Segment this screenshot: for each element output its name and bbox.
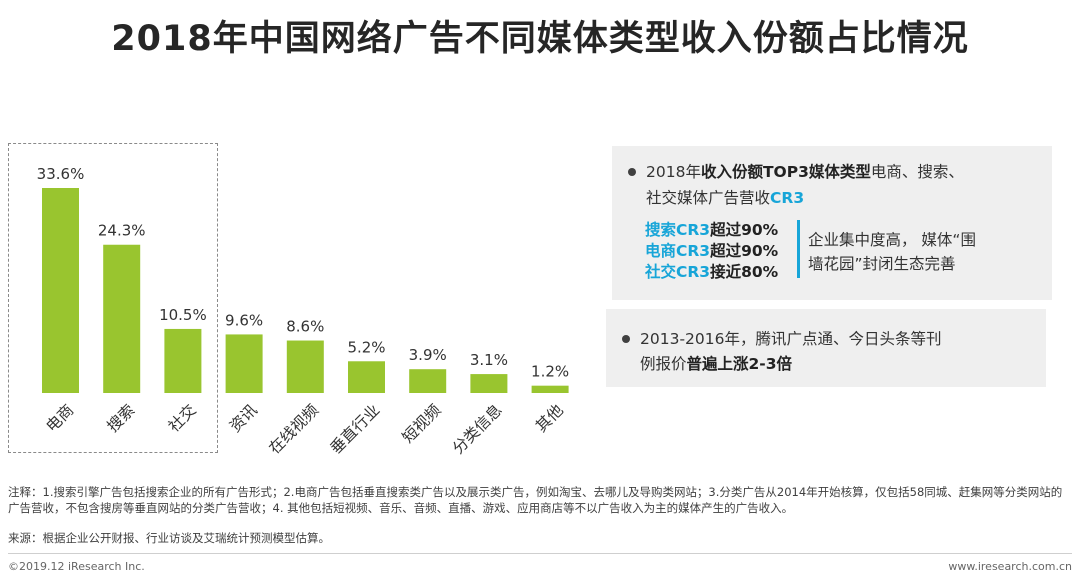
cr-label: 搜索CR3 <box>645 221 711 239</box>
bar-1 <box>103 244 141 393</box>
copyright: ©2019.12 iResearch Inc. <box>8 560 145 573</box>
website: www.iresearch.com.cn <box>948 560 1072 573</box>
category-label-3: 资讯 <box>226 401 261 436</box>
category-label-5: 垂直行业 <box>327 401 384 458</box>
panel2-line2-prefix: 例报价 <box>640 355 687 373</box>
value-label-4: 8.6% <box>286 318 324 336</box>
category-label-1: 搜索 <box>104 401 139 436</box>
panel2-line1-text: 2013-2016年，腾讯广点通、今日头条等刊 <box>640 330 942 348</box>
value-label-7: 3.1% <box>470 351 508 369</box>
cr-row-ecommerce: 电商CR3超过90% <box>645 239 778 261</box>
cr-row-social: 社交CR3接近80% <box>645 260 778 282</box>
panel1-line2-cr3: CR3 <box>770 189 805 207</box>
value-label-8: 1.2% <box>531 363 569 381</box>
chart-title: 2018年中国网络广告不同媒体类型收入份额占比情况 <box>111 19 969 59</box>
cr-label: 社交CR3 <box>645 263 711 281</box>
panel2-line2: 例报价普遍上涨2-3倍 <box>640 352 792 374</box>
cr-value: 接近80% <box>710 263 779 281</box>
conclusion-line1: 企业集中度高， 媒体“围 <box>808 231 976 249</box>
cr3-panel <box>612 146 1052 300</box>
panel1-line1-suffix: 电商、搜索、 <box>870 163 964 181</box>
category-label-7: 分类信息 <box>449 401 506 458</box>
chart-source: 来源：根据企业公开财报、行业访谈及艾瑞统计预测模型估算。 <box>8 531 330 545</box>
panel1-line1-prefix: 2018年 <box>646 163 701 181</box>
cr-label: 电商CR3 <box>645 242 711 260</box>
category-label-6: 短视频 <box>399 401 445 447</box>
bullet-dot-icon <box>622 334 630 343</box>
footer-divider <box>8 553 1072 554</box>
bar-6 <box>409 369 447 393</box>
top3-highlight-box <box>8 143 218 453</box>
panel1-line2: 社交媒体广告营收CR3 <box>646 186 804 208</box>
value-label-6: 3.9% <box>409 346 447 364</box>
category-label-0: 电商 <box>43 401 78 436</box>
cr-row-search: 搜索CR3超过90% <box>645 218 778 240</box>
bar-4 <box>286 340 324 393</box>
value-label-2: 10.5% <box>159 306 207 324</box>
chart-note: 注释：1.搜索引擎广告包括搜索企业的所有广告形式；2.电商广告包括垂直搜索类广告… <box>8 485 1063 515</box>
bar-2 <box>164 328 202 393</box>
conclusion-line2: 墙花园”封闭生态完善 <box>808 255 956 273</box>
cr-value: 超过90% <box>710 242 779 260</box>
panel1-line1-bold: 收入份额TOP3媒体类型 <box>700 163 871 181</box>
value-label-1: 24.3% <box>98 222 146 240</box>
bullet-dot-icon <box>628 167 636 176</box>
category-label-8: 其他 <box>532 401 567 436</box>
value-label-5: 5.2% <box>347 338 385 356</box>
category-label-2: 社交 <box>165 401 200 436</box>
bar-8 <box>531 385 569 393</box>
price-panel <box>606 309 1046 387</box>
bar-3 <box>225 334 263 393</box>
panel1-line2-text: 社交媒体广告营收 <box>646 189 771 207</box>
cr-divider <box>797 220 800 278</box>
category-label-4: 在线视频 <box>265 401 322 458</box>
panel1-line1: 2018年收入份额TOP3媒体类型电商、搜索、 <box>628 160 964 182</box>
bar-0 <box>42 188 79 393</box>
cr-value: 超过90% <box>710 221 779 239</box>
bar-5 <box>348 361 385 393</box>
value-label-0: 33.6% <box>37 165 85 183</box>
bar-chart: 33.6%24.3%10.5% 9.6% 8.6%5.2% 3.9% 3.1%1.2% … <box>37 165 569 458</box>
panel2-line2-bold: 普遍上涨2-3倍 <box>686 355 793 373</box>
panel2-line1: 2013-2016年，腾讯广点通、今日头条等刊 <box>622 327 942 349</box>
bar-7 <box>470 374 508 393</box>
value-label-3: 9.6% <box>225 311 263 329</box>
